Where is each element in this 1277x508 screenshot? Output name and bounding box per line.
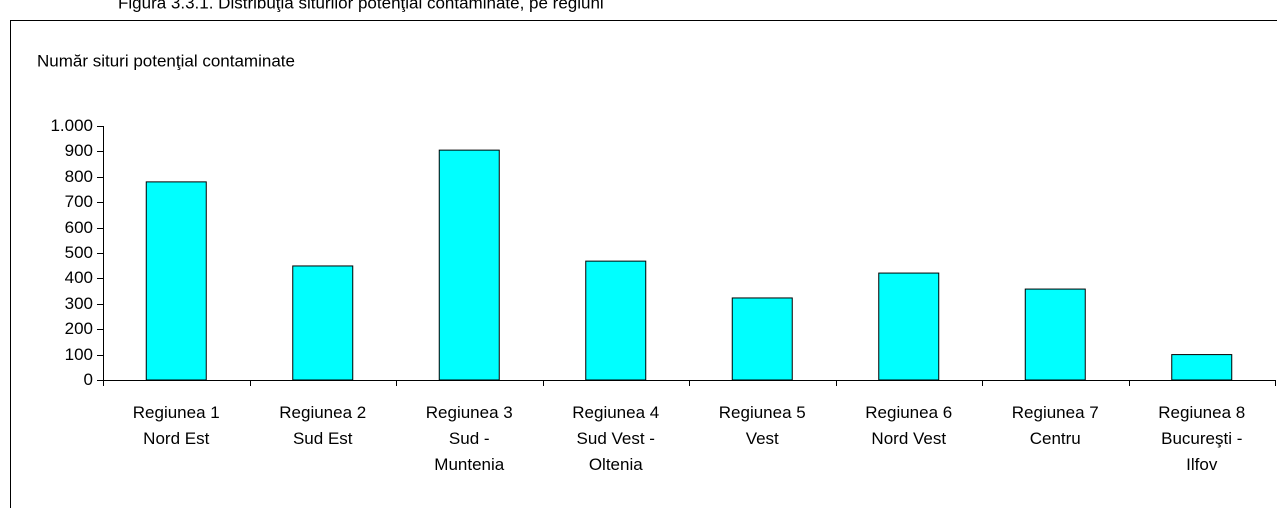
y-tick-label: 400	[65, 268, 93, 287]
chart-title: Figura 3.3.1. Distribuţia siturilor pote…	[118, 0, 604, 12]
y-tick-label: 800	[65, 167, 93, 186]
x-tick-label: Regiunea 5 Vest	[718, 403, 806, 448]
y-tick-label: 200	[65, 319, 93, 338]
x-tick-label: Regiunea 2 Sud Est	[279, 403, 367, 448]
y-axis-title: Număr situri potenţial contaminate	[37, 51, 295, 70]
x-tick-label: Regiunea 6 Nord Vest	[865, 403, 953, 448]
bar	[878, 272, 940, 381]
y-tick-label: 600	[65, 218, 93, 237]
bar	[438, 149, 500, 381]
x-tick-label: Regiunea 7 Centru	[1011, 403, 1099, 448]
x-tick-label: Regiunea 4 Sud Vest - Oltenia	[572, 403, 660, 474]
y-tick-label: 1.000	[50, 116, 93, 135]
y-tick-label: 900	[65, 141, 93, 160]
bar	[292, 265, 354, 381]
bar	[145, 181, 207, 381]
x-tick-label: Regiunea 8 Bucureşti - Ilfov	[1158, 403, 1246, 474]
y-tick-label: 0	[84, 370, 93, 389]
bar	[1171, 354, 1233, 381]
chart-frame	[10, 20, 1277, 508]
y-tick-label: 500	[65, 243, 93, 262]
x-tick-label: Regiunea 1 Nord Est	[132, 403, 220, 448]
bar	[585, 260, 647, 381]
bar	[731, 297, 793, 381]
y-tick-label: 700	[65, 192, 93, 211]
bar	[1024, 288, 1086, 381]
y-tick-label: 100	[65, 345, 93, 364]
y-tick-label: 300	[65, 294, 93, 313]
x-tick-label: Regiunea 3 Sud - Muntenia	[425, 403, 513, 474]
